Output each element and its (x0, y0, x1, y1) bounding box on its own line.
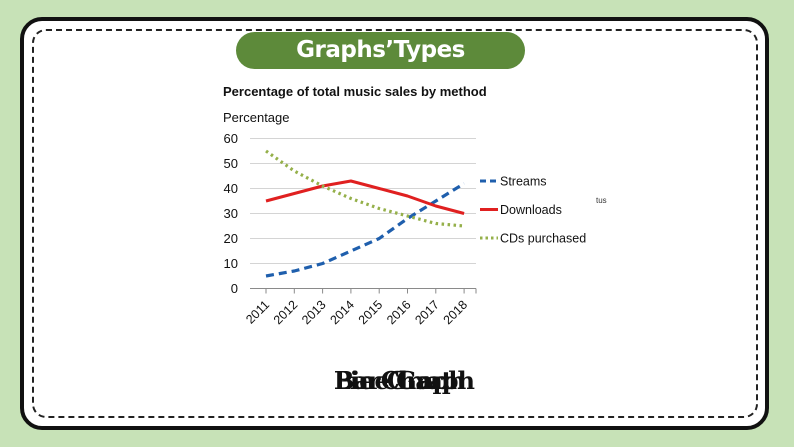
dashed-frame (32, 29, 758, 418)
slide-banner-title: Graphs’Types (236, 32, 525, 69)
y-axis-label: Percentage (223, 110, 290, 125)
caption-line-graph: Line Graph (334, 366, 475, 395)
x-tick-label: 2017 (412, 298, 442, 328)
y-tick-label: 30 (224, 206, 238, 221)
series-line-streams (265, 182, 465, 278)
x-tick-label: 2011 (243, 298, 272, 327)
x-tick-label: 2016 (384, 298, 414, 328)
y-tick-label: 0 (231, 281, 238, 296)
series-line-cds-purchased (265, 149, 465, 228)
stray-text: tus (596, 196, 607, 205)
y-tick-label: 60 (224, 131, 238, 146)
caption-pie-chart: Pie Chart (334, 366, 453, 395)
legend-label: Streams (500, 175, 547, 189)
legend-label: Downloads (500, 203, 562, 217)
legend-label: CDs purchased (500, 232, 586, 246)
x-tick-label: 2014 (327, 298, 357, 328)
y-tick-label: 10 (224, 256, 238, 271)
y-tick-label: 40 (224, 181, 238, 196)
x-tick-label: 2013 (299, 298, 329, 328)
y-tick-label: 50 (224, 156, 238, 171)
x-tick-label: 2015 (356, 298, 386, 328)
x-tick-label: 2012 (271, 298, 301, 328)
caption-bar-graph: Bar Graph (334, 366, 466, 395)
x-tick-label: 2018 (441, 298, 471, 328)
chart-title: Percentage of total music sales by metho… (223, 84, 487, 99)
series-line-downloads (265, 179, 465, 215)
slide-card (20, 17, 769, 430)
y-tick-label: 20 (224, 231, 238, 246)
